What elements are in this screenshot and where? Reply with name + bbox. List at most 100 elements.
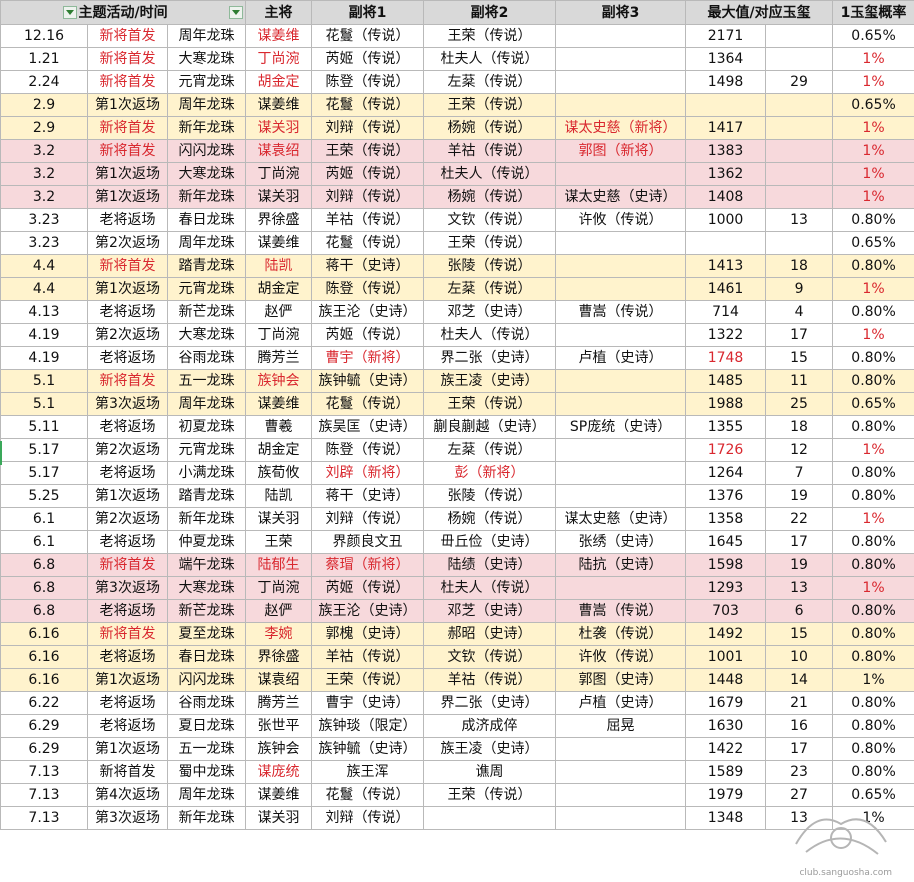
cell-deputy-1[interactable]: 花鬘（传说） xyxy=(311,231,425,255)
cell-pearl[interactable]: 初夏龙珠 xyxy=(166,415,247,439)
cell-deputy-2[interactable]: 界二张（史诗） xyxy=(423,346,557,370)
cell-pearl[interactable]: 元宵龙珠 xyxy=(166,438,247,462)
cell-main-general[interactable]: 腾芳兰 xyxy=(245,346,313,370)
cell-date[interactable]: 4.19 xyxy=(0,346,88,370)
cell-event[interactable]: 新将首发 xyxy=(87,70,168,94)
cell-deputy-3[interactable] xyxy=(555,231,687,255)
cell-max-value[interactable]: 1498 xyxy=(685,70,767,94)
cell-main-general[interactable]: 界徐盛 xyxy=(245,645,313,669)
cell-date[interactable]: 7.13 xyxy=(0,806,88,830)
cell-date[interactable]: 5.25 xyxy=(0,484,88,508)
cell-jade-count[interactable] xyxy=(765,93,834,117)
table-row[interactable]: 5.17 第2次返场 元宵龙珠 胡金定 陈登（传说） 左棻（传说） 1726 12 1% xyxy=(0,438,914,462)
cell-deputy-2[interactable]: 杜夫人（传说） xyxy=(423,162,557,186)
cell-jade-count[interactable]: 10 xyxy=(765,645,834,669)
cell-main-general[interactable]: 谋关羽 xyxy=(245,806,313,830)
cell-deputy-3[interactable] xyxy=(555,47,687,71)
cell-event[interactable]: 老将返场 xyxy=(87,599,168,623)
table-row[interactable]: 4.13 老将返场 新芒龙珠 赵俨 族王沦（史诗） 邓芝（史诗） 曹嵩（传说） 714 4 0.8… xyxy=(0,300,914,324)
cell-date[interactable]: 3.2 xyxy=(0,185,88,209)
cell-deputy-1[interactable]: 界颜良文丑 xyxy=(311,530,425,554)
cell-pearl[interactable]: 周年龙珠 xyxy=(166,783,247,807)
cell-probability[interactable]: 1% xyxy=(832,185,914,209)
cell-deputy-2[interactable]: 族王凌（史诗） xyxy=(423,369,557,393)
cell-event[interactable]: 老将返场 xyxy=(87,346,168,370)
cell-event[interactable]: 第3次返场 xyxy=(87,576,168,600)
cell-jade-count[interactable]: 9 xyxy=(765,277,834,301)
table-row[interactable]: 2.24 新将首发 元宵龙珠 胡金定 陈登（传说） 左棻（传说） 1498 29 1% xyxy=(0,70,914,94)
cell-deputy-2[interactable]: 左棻（传说） xyxy=(423,438,557,462)
table-row[interactable]: 6.16 老将返场 春日龙珠 界徐盛 羊祜（传说） 文钦（传说） 许攸（传说） 1001 10 0… xyxy=(0,645,914,669)
cell-probability[interactable]: 1% xyxy=(832,116,914,140)
cell-deputy-1[interactable]: 花鬘（传说） xyxy=(311,24,425,48)
header-event-time[interactable]: 主题活动/时间 xyxy=(0,0,247,25)
cell-max-value[interactable]: 1001 xyxy=(685,645,767,669)
cell-jade-count[interactable] xyxy=(765,185,834,209)
cell-pearl[interactable]: 踏青龙珠 xyxy=(166,254,247,278)
cell-deputy-2[interactable]: 杜夫人（传说） xyxy=(423,576,557,600)
table-row[interactable]: 3.2 第1次返场 大寒龙珠 丁尚涴 芮姬（传说） 杜夫人（传说） 1362 1% xyxy=(0,162,914,186)
cell-main-general[interactable]: 谋关羽 xyxy=(245,185,313,209)
cell-deputy-1[interactable]: 族吴匡（史诗） xyxy=(311,415,425,439)
cell-max-value[interactable]: 1293 xyxy=(685,576,767,600)
cell-event[interactable]: 新将首发 xyxy=(87,622,168,646)
cell-deputy-1[interactable]: 族王沦（史诗） xyxy=(311,300,425,324)
cell-pearl[interactable]: 闪闪龙珠 xyxy=(166,668,247,692)
cell-probability[interactable]: 0.65% xyxy=(832,392,914,416)
cell-jade-count[interactable]: 21 xyxy=(765,691,834,715)
cell-deputy-2[interactable]: 张陵（传说） xyxy=(423,484,557,508)
cell-deputy-2[interactable]: 张陵（传说） xyxy=(423,254,557,278)
table-row[interactable]: 7.13 新将首发 蜀中龙珠 谋庞统 族王浑 谯周 1589 23 0.80% xyxy=(0,760,914,784)
table-row[interactable]: 5.1 第3次返场 周年龙珠 谋姜维 花鬘（传说） 王荣（传说） 1988 25 0.65% xyxy=(0,392,914,416)
cell-probability[interactable]: 0.65% xyxy=(832,231,914,255)
cell-deputy-2[interactable]: 彭（新将） xyxy=(423,461,557,485)
cell-deputy-3[interactable]: 张绣（史诗） xyxy=(555,530,687,554)
cell-deputy-2[interactable]: 王荣（传说） xyxy=(423,231,557,255)
cell-deputy-1[interactable]: 族钟琰（限定） xyxy=(311,714,425,738)
cell-deputy-2[interactable]: 毌丘俭（史诗） xyxy=(423,530,557,554)
cell-deputy-2[interactable]: 王荣（传说） xyxy=(423,24,557,48)
cell-max-value[interactable]: 1376 xyxy=(685,484,767,508)
filter-dropdown-icon[interactable] xyxy=(63,6,77,19)
cell-deputy-3[interactable]: SP庞统（史诗） xyxy=(555,415,687,439)
table-row[interactable]: 3.2 新将首发 闪闪龙珠 谋袁绍 王荣（传说） 羊祜（传说） 郭图（新将） 1383 1% xyxy=(0,139,914,163)
cell-max-value[interactable]: 703 xyxy=(685,599,767,623)
cell-pearl[interactable]: 踏青龙珠 xyxy=(166,484,247,508)
cell-deputy-2[interactable] xyxy=(423,806,557,830)
cell-probability[interactable]: 1% xyxy=(832,47,914,71)
cell-main-general[interactable]: 谋姜维 xyxy=(245,24,313,48)
cell-deputy-1[interactable]: 刘辩（传说） xyxy=(311,507,425,531)
cell-deputy-1[interactable]: 刘辩（传说） xyxy=(311,185,425,209)
cell-pearl[interactable]: 夏日龙珠 xyxy=(166,714,247,738)
cell-probability[interactable]: 0.65% xyxy=(832,93,914,117)
cell-max-value[interactable]: 714 xyxy=(685,300,767,324)
cell-jade-count[interactable] xyxy=(765,231,834,255)
cell-probability[interactable]: 0.80% xyxy=(832,300,914,324)
cell-date[interactable]: 5.11 xyxy=(0,415,88,439)
cell-deputy-3[interactable]: 屈晃 xyxy=(555,714,687,738)
cell-deputy-3[interactable] xyxy=(555,576,687,600)
cell-deputy-2[interactable]: 杨婉（传说） xyxy=(423,507,557,531)
cell-date[interactable]: 3.23 xyxy=(0,208,88,232)
cell-jade-count[interactable]: 25 xyxy=(765,392,834,416)
cell-deputy-1[interactable]: 芮姬（传说） xyxy=(311,47,425,71)
cell-deputy-1[interactable]: 花鬘（传说） xyxy=(311,783,425,807)
cell-deputy-3[interactable] xyxy=(555,277,687,301)
cell-main-general[interactable]: 张世平 xyxy=(245,714,313,738)
cell-jade-count[interactable]: 15 xyxy=(765,346,834,370)
cell-date[interactable]: 4.4 xyxy=(0,277,88,301)
cell-deputy-3[interactable]: 谋太史慈（新将） xyxy=(555,116,687,140)
table-row[interactable]: 5.1 新将首发 五一龙珠 族钟会 族钟毓（史诗） 族王凌（史诗） 1485 11 0.80% xyxy=(0,369,914,393)
cell-probability[interactable]: 1% xyxy=(832,139,914,163)
cell-jade-count[interactable] xyxy=(765,47,834,71)
cell-date[interactable]: 5.17 xyxy=(0,461,88,485)
cell-date[interactable]: 3.23 xyxy=(0,231,88,255)
cell-deputy-2[interactable]: 王荣（传说） xyxy=(423,93,557,117)
cell-pearl[interactable]: 大寒龙珠 xyxy=(166,47,247,71)
cell-date[interactable]: 6.16 xyxy=(0,622,88,646)
table-row[interactable]: 3.23 老将返场 春日龙珠 界徐盛 羊祜（传说） 文钦（传说） 许攸（传说） 1000 13 0… xyxy=(0,208,914,232)
cell-jade-count[interactable]: 4 xyxy=(765,300,834,324)
cell-main-general[interactable]: 谋袁绍 xyxy=(245,139,313,163)
cell-main-general[interactable]: 族钟会 xyxy=(245,369,313,393)
cell-jade-count[interactable]: 23 xyxy=(765,760,834,784)
